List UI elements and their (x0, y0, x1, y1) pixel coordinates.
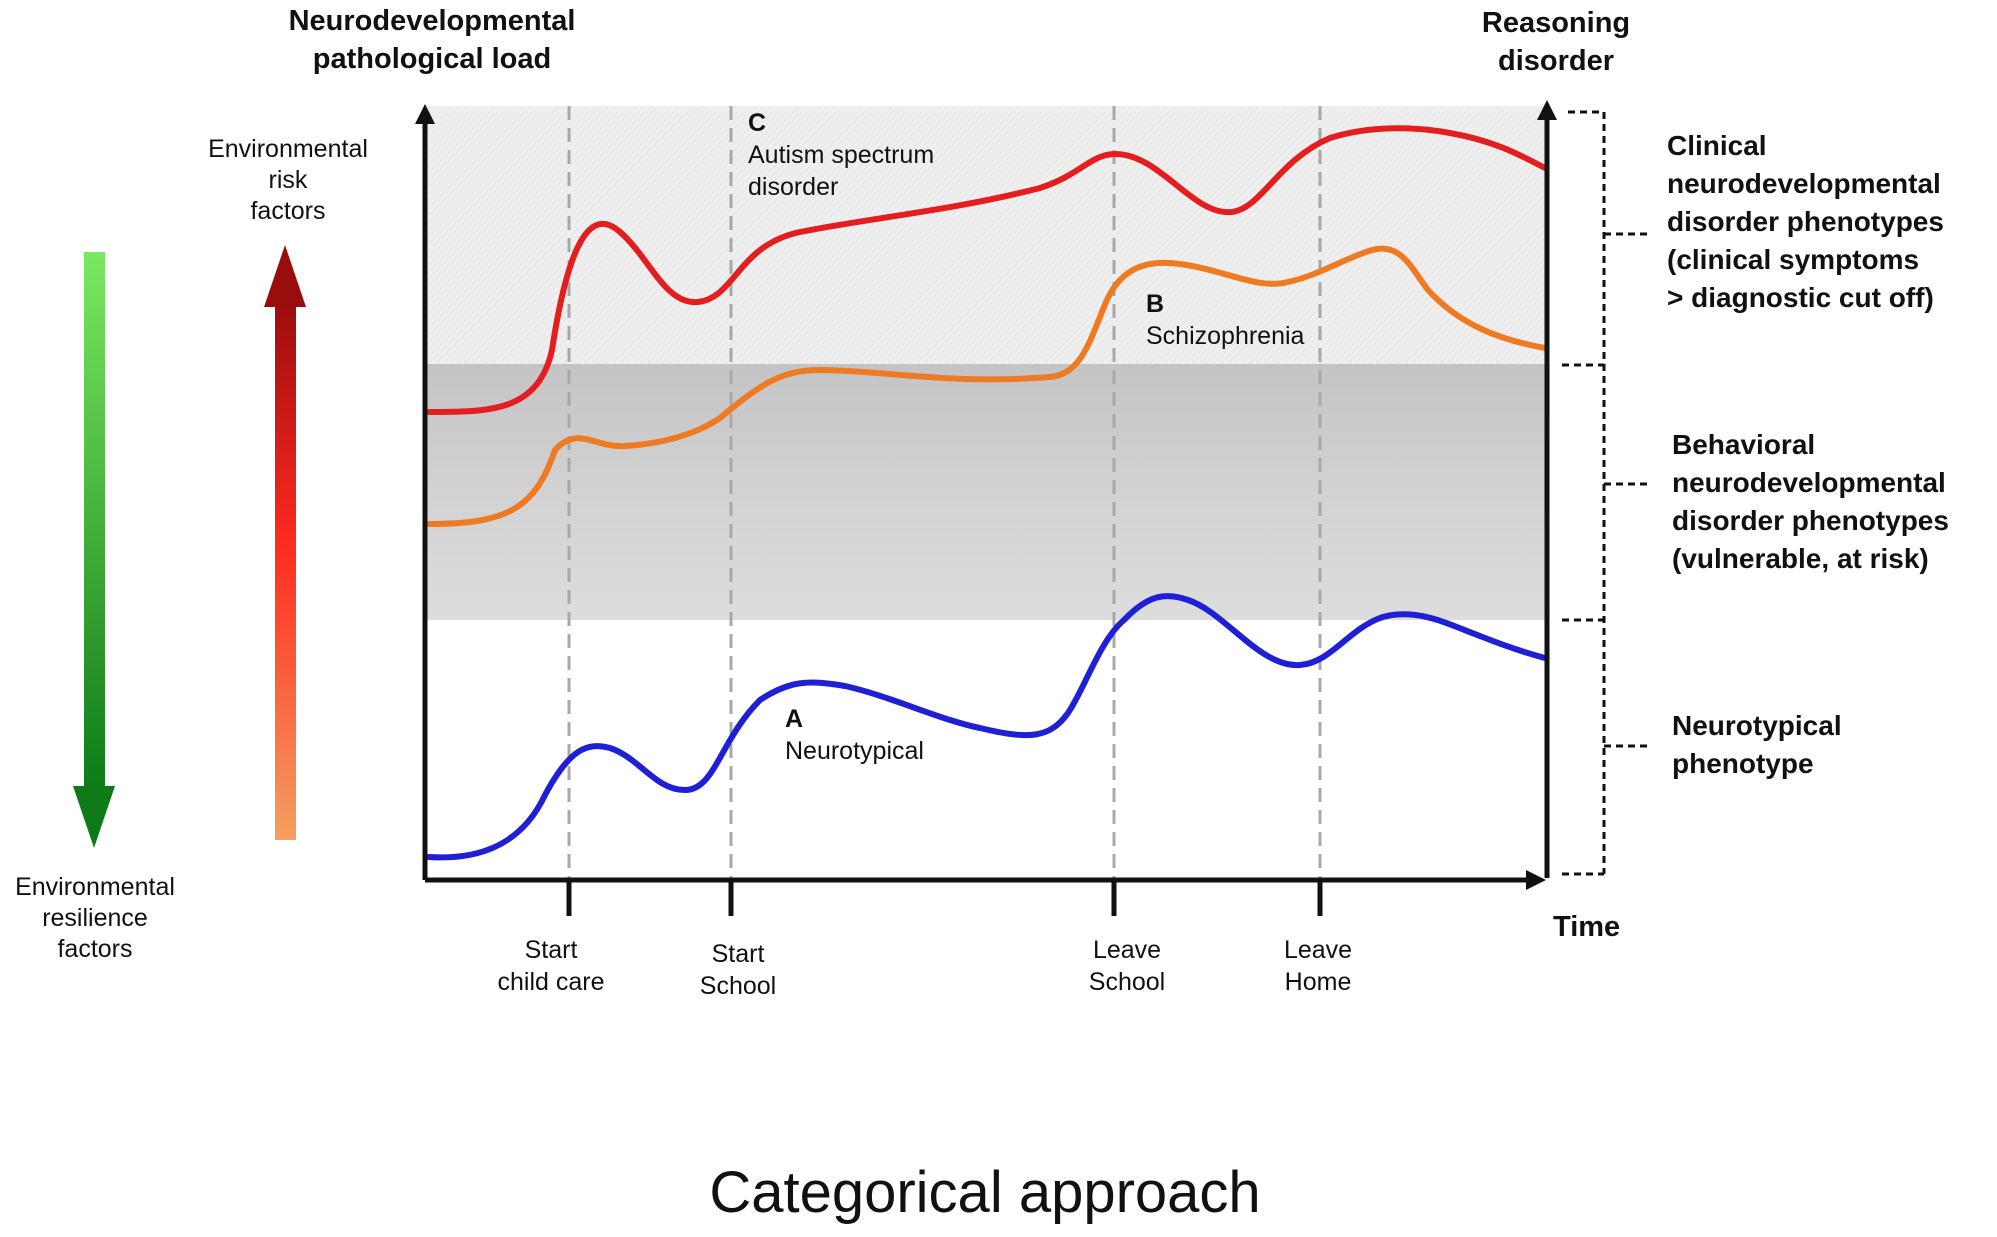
curve-autism-spectrum (426, 125, 1548, 415)
milestone-label-3-line2: School (1089, 968, 1165, 996)
curve-a-letter: A (785, 705, 803, 733)
clinical-band-label-line2: neurodevelopmental (1667, 168, 1941, 199)
x-axis-title: Time (1553, 911, 1620, 943)
resilience-label-line1: Environmental (15, 873, 175, 901)
curve-c-letter: C (748, 109, 766, 137)
neurotypical-band-label-line1: Neurotypical (1672, 710, 1842, 741)
y-right-title-line2: disorder (1498, 45, 1614, 77)
behavioral-band-label-line1: Behavioral (1672, 429, 1815, 460)
clinical-band-label-line3: disorder phenotypes (1667, 206, 1944, 237)
risk-label-line2: risk (269, 166, 308, 194)
curve-neurotypical (426, 593, 1548, 861)
risk-label-line3: factors (250, 197, 325, 225)
footer-title: Categorical approach (709, 1160, 1260, 1225)
risk-arrow-head (264, 245, 306, 307)
milestone-label-4-line2: Home (1285, 968, 1352, 996)
curve-schizophrenia (426, 245, 1548, 527)
y-axis-right-arrowhead (1537, 100, 1557, 120)
milestone-label-4-line1: Leave (1284, 936, 1352, 964)
curve-a-name: Neurotypical (785, 737, 924, 765)
y-left-title-line2: pathological load (313, 43, 551, 75)
risk-arrow-shaft (275, 300, 296, 840)
milestone-label-1-line1: Start (525, 936, 578, 964)
resilience-arrow-shaft (84, 252, 105, 792)
y-axis-left-arrowhead (415, 104, 435, 124)
milestone-label-2-line2: School (700, 972, 776, 1000)
curve-c-name-line2: disorder (748, 173, 838, 201)
neurotypical-band-label-line2: phenotype (1672, 748, 1814, 779)
clinical-band-label-line4: (clinical symptoms (1667, 244, 1919, 275)
curve-c-name-line1: Autism spectrum (748, 141, 934, 169)
clinical-band (425, 106, 1547, 364)
behavioral-band-label-line3: disorder phenotypes (1672, 505, 1949, 536)
milestone-label-2-line1: Start (712, 940, 765, 968)
clinical-band-label-line1: Clinical (1667, 130, 1767, 161)
behavioral-band (425, 364, 1547, 620)
behavioral-band-label-line4: (vulnerable, at risk) (1672, 543, 1929, 574)
clinical-band-label-line5: > diagnostic cut off) (1667, 282, 1934, 313)
y-right-title-line1: Reasoning (1482, 7, 1630, 39)
risk-label-line1: Environmental (208, 135, 368, 163)
resilience-label-line3: factors (57, 935, 132, 963)
behavioral-band-label-line2: neurodevelopmental (1672, 467, 1946, 498)
x-axis-arrowhead (1526, 870, 1546, 890)
curve-b-letter: B (1146, 290, 1164, 318)
y-left-title-line1: Neurodevelopmental (289, 5, 576, 37)
milestone-label-1-line2: child care (498, 968, 605, 996)
curve-b-name: Schizophrenia (1146, 322, 1305, 350)
resilience-label-line2: resilience (42, 904, 148, 932)
resilience-arrow-head (73, 786, 115, 848)
milestone-label-3-line1: Leave (1093, 936, 1161, 964)
